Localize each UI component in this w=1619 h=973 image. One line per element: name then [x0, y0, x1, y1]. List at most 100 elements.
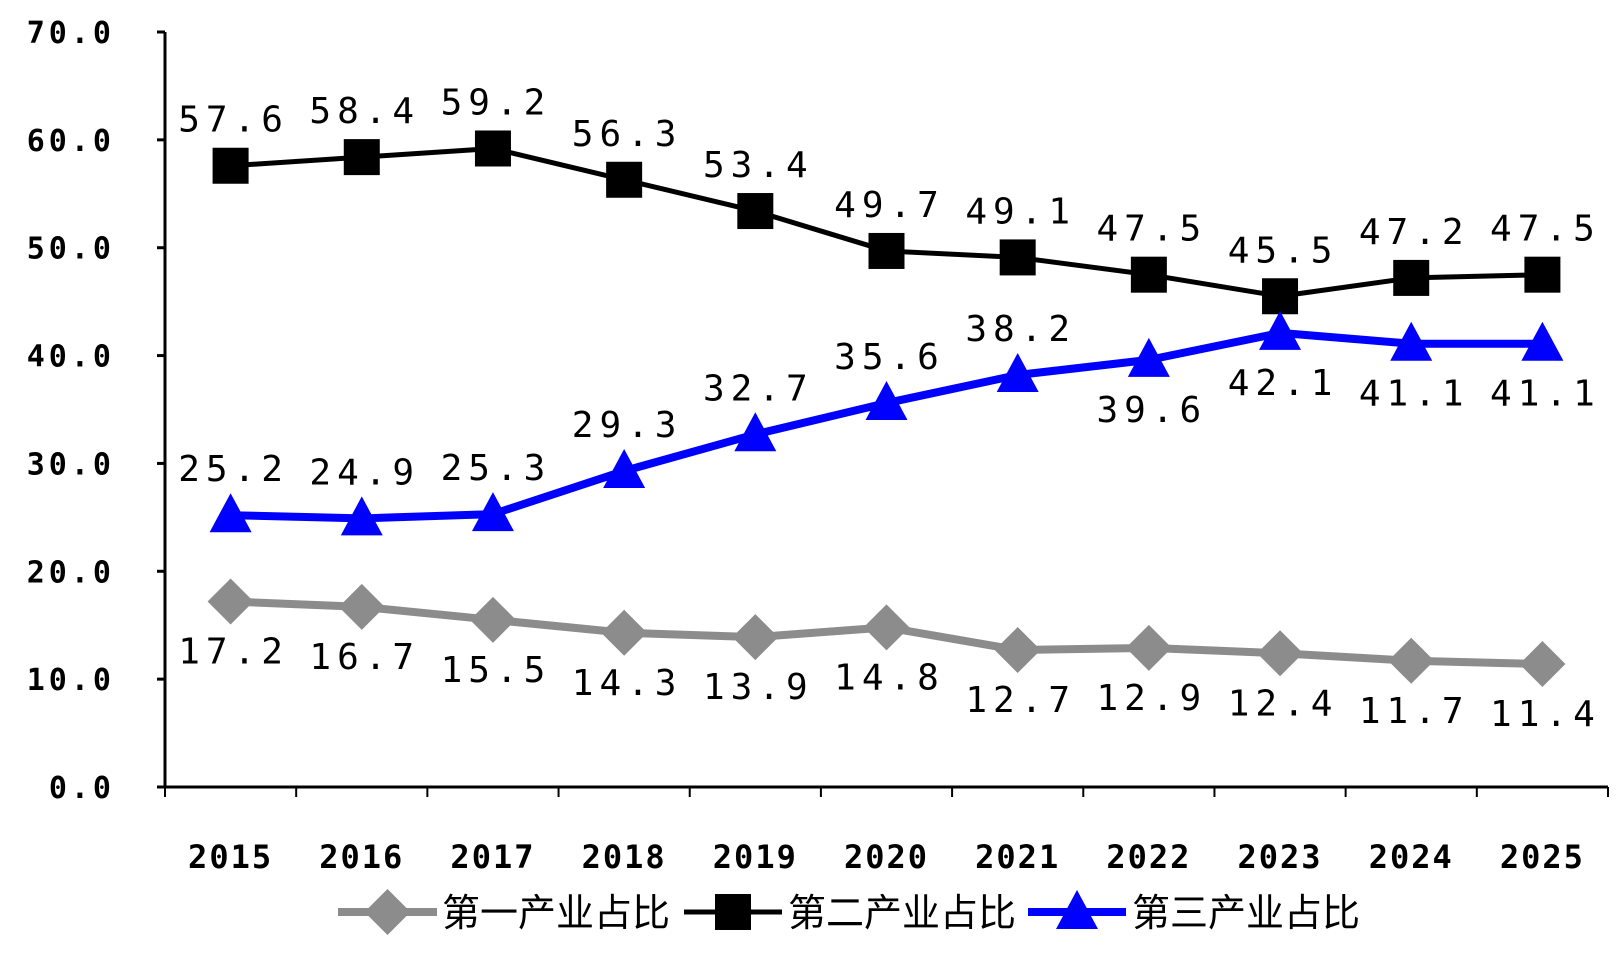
x-axis-ticks: 2015 2016 2017 2018 2019 2020 2021 2022 2023 2024…	[164, 787, 1609, 876]
data-label: 47.5	[1490, 209, 1601, 250]
data-point	[471, 492, 514, 532]
data-point	[732, 614, 779, 661]
data-point	[868, 232, 905, 269]
data-labels: 17.2 16.7 15.5 14.3 13.9 14.8 12.7 12.9 12.4 11.7…	[178, 82, 1601, 735]
data-label: 25.3	[441, 448, 552, 489]
data-label: 47.2	[1359, 212, 1470, 253]
data-label: 35.6	[834, 337, 945, 378]
y-tick-label: 20.0	[27, 555, 115, 590]
data-label: 57.6	[178, 100, 289, 141]
x-tick-label: 2024	[1369, 838, 1454, 876]
data-label: 47.5	[1097, 209, 1208, 250]
x-tick-label: 2025	[1500, 838, 1585, 876]
x-tick-label: 2022	[1106, 838, 1191, 876]
data-point	[209, 493, 252, 533]
data-point	[734, 412, 777, 452]
data-label: 11.4	[1490, 694, 1601, 735]
data-label: 24.9	[309, 452, 420, 493]
y-tick-label: 70.0	[27, 16, 115, 51]
data-label: 11.7	[1359, 691, 1470, 732]
data-point	[1524, 256, 1561, 293]
data-point	[999, 239, 1036, 276]
data-point	[343, 139, 380, 176]
data-label: 14.3	[572, 663, 683, 704]
axes	[163, 32, 1608, 789]
x-tick-label: 2018	[582, 838, 667, 876]
x-tick-label: 2023	[1238, 838, 1323, 876]
data-point	[603, 448, 646, 488]
data-label: 59.2	[441, 82, 552, 123]
legend-label: 第二产业占比	[788, 891, 1016, 935]
data-label: 12.9	[1097, 678, 1208, 719]
data-point	[1521, 321, 1564, 361]
data-point	[1390, 321, 1433, 361]
data-point	[1127, 337, 1170, 377]
legend-item-3: 第三产业占比	[1028, 890, 1360, 935]
data-label: 13.9	[703, 667, 814, 708]
data-label: 16.7	[309, 637, 420, 678]
data-point	[863, 604, 910, 651]
data-label: 14.8	[834, 657, 945, 698]
y-tick-label: 40.0	[27, 340, 115, 375]
data-point	[469, 596, 516, 643]
data-label: 12.7	[965, 680, 1076, 721]
series-2	[212, 130, 1561, 315]
data-label: 38.2	[965, 309, 1076, 350]
y-tick-label: 0.0	[49, 771, 115, 806]
data-point	[1388, 637, 1435, 684]
series-3	[209, 310, 1564, 536]
data-label: 12.4	[1228, 683, 1339, 724]
data-point	[996, 352, 1039, 392]
y-axis-ticks: 0.0 10.0 20.0 30.0 40.0 50.0 60.0 70.0	[27, 16, 165, 806]
legend-marker	[364, 889, 411, 935]
data-label: 29.3	[572, 405, 683, 446]
data-label: 15.5	[441, 650, 552, 691]
data-point	[207, 578, 254, 625]
legend-marker	[715, 894, 751, 930]
x-tick-label: 2016	[319, 838, 404, 876]
series-1	[207, 578, 1566, 688]
x-tick-label: 2017	[450, 838, 535, 876]
data-point	[606, 161, 643, 198]
legend-marker	[1056, 890, 1098, 929]
data-point	[1125, 624, 1172, 671]
data-point	[340, 496, 383, 536]
legend-item-1: 第一产业占比	[338, 889, 670, 935]
data-label: 39.6	[1097, 390, 1208, 431]
y-tick-label: 10.0	[27, 663, 115, 698]
data-label: 53.4	[703, 145, 814, 186]
data-label: 41.1	[1490, 374, 1601, 415]
x-tick-label: 2021	[975, 838, 1060, 876]
y-tick-label: 50.0	[27, 232, 115, 267]
legend-item-2: 第二产业占比	[684, 891, 1016, 935]
data-label: 25.2	[178, 449, 289, 490]
data-point	[1130, 256, 1167, 293]
data-label: 41.1	[1359, 374, 1470, 415]
data-label: 32.7	[703, 368, 814, 409]
data-label: 17.2	[178, 631, 289, 672]
y-tick-label: 30.0	[27, 447, 115, 482]
data-label: 56.3	[572, 114, 683, 155]
data-point	[865, 381, 908, 421]
data-point	[1393, 259, 1430, 296]
data-label: 49.1	[965, 191, 1076, 232]
y-tick-label: 60.0	[27, 124, 115, 159]
legend-label: 第三产业占比	[1132, 891, 1360, 935]
data-label: 49.7	[834, 185, 945, 226]
data-point	[1259, 310, 1302, 350]
data-point	[1519, 641, 1566, 688]
data-label: 58.4	[309, 91, 420, 132]
data-point	[212, 147, 249, 184]
data-point	[737, 193, 774, 230]
data-point	[1262, 278, 1299, 315]
x-tick-label: 2020	[844, 838, 929, 876]
data-point	[601, 609, 648, 656]
data-point	[994, 627, 1041, 674]
x-tick-label: 2015	[188, 838, 273, 876]
legend-label: 第一产业占比	[442, 891, 670, 935]
series-layer	[207, 130, 1566, 688]
legend: 第一产业占比 第二产业占比 第三产业占比	[338, 889, 1360, 935]
x-tick-label: 2019	[713, 838, 798, 876]
data-point	[1257, 630, 1304, 677]
